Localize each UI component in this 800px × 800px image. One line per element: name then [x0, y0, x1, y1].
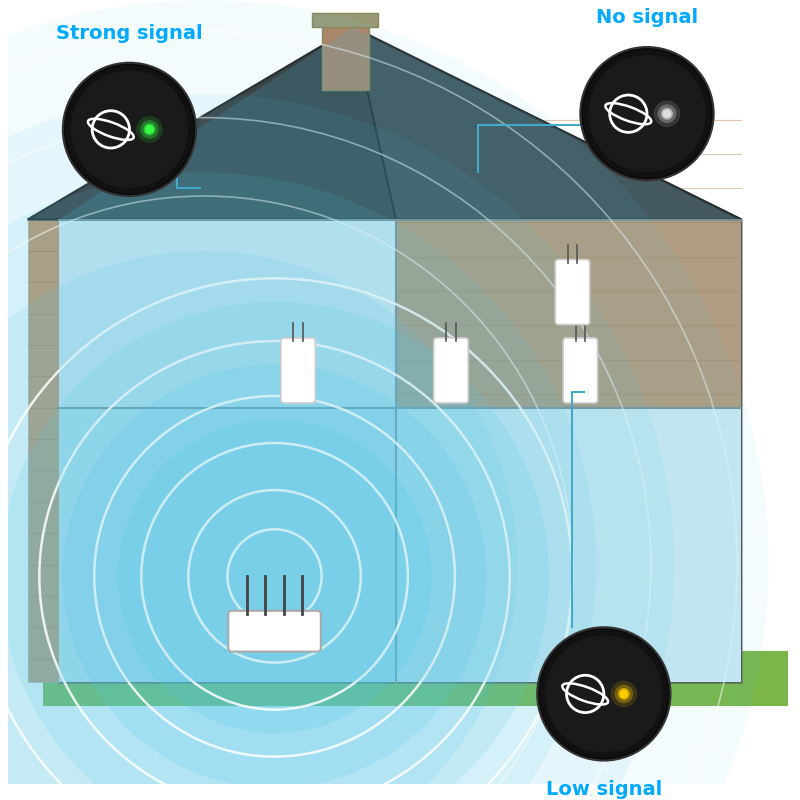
- Circle shape: [0, 302, 549, 800]
- Circle shape: [538, 627, 670, 761]
- Polygon shape: [59, 27, 741, 682]
- Bar: [396, 408, 741, 682]
- Circle shape: [610, 681, 637, 707]
- Circle shape: [143, 123, 155, 135]
- Circle shape: [658, 104, 676, 123]
- FancyBboxPatch shape: [555, 259, 590, 325]
- Circle shape: [618, 688, 630, 700]
- Circle shape: [588, 55, 706, 172]
- Circle shape: [614, 685, 633, 703]
- Polygon shape: [27, 219, 59, 682]
- Circle shape: [540, 630, 668, 758]
- Circle shape: [145, 125, 154, 134]
- Circle shape: [661, 108, 673, 120]
- Text: Strong signal: Strong signal: [56, 24, 203, 43]
- Circle shape: [71, 70, 188, 188]
- FancyBboxPatch shape: [563, 338, 598, 403]
- Circle shape: [0, 251, 518, 800]
- Circle shape: [546, 635, 662, 753]
- Bar: [396, 219, 741, 408]
- Bar: [59, 408, 396, 682]
- FancyBboxPatch shape: [228, 610, 321, 651]
- Circle shape: [619, 690, 628, 698]
- Polygon shape: [59, 27, 741, 682]
- Circle shape: [63, 365, 486, 788]
- Circle shape: [136, 116, 163, 142]
- Circle shape: [0, 94, 674, 800]
- Circle shape: [63, 62, 196, 196]
- Circle shape: [66, 66, 194, 194]
- Circle shape: [654, 100, 680, 127]
- Circle shape: [0, 0, 769, 800]
- Circle shape: [662, 110, 671, 118]
- Polygon shape: [27, 27, 396, 219]
- FancyBboxPatch shape: [281, 338, 315, 403]
- Polygon shape: [43, 650, 788, 706]
- Bar: [312, 14, 378, 27]
- Circle shape: [140, 120, 159, 138]
- Polygon shape: [353, 27, 741, 219]
- Circle shape: [583, 50, 711, 178]
- Text: No signal: No signal: [596, 9, 698, 27]
- Circle shape: [0, 173, 596, 800]
- Circle shape: [580, 47, 714, 180]
- Text: Low signal: Low signal: [546, 780, 662, 799]
- Bar: [322, 20, 369, 90]
- Bar: [59, 219, 396, 408]
- FancyBboxPatch shape: [434, 338, 468, 403]
- Circle shape: [118, 419, 431, 733]
